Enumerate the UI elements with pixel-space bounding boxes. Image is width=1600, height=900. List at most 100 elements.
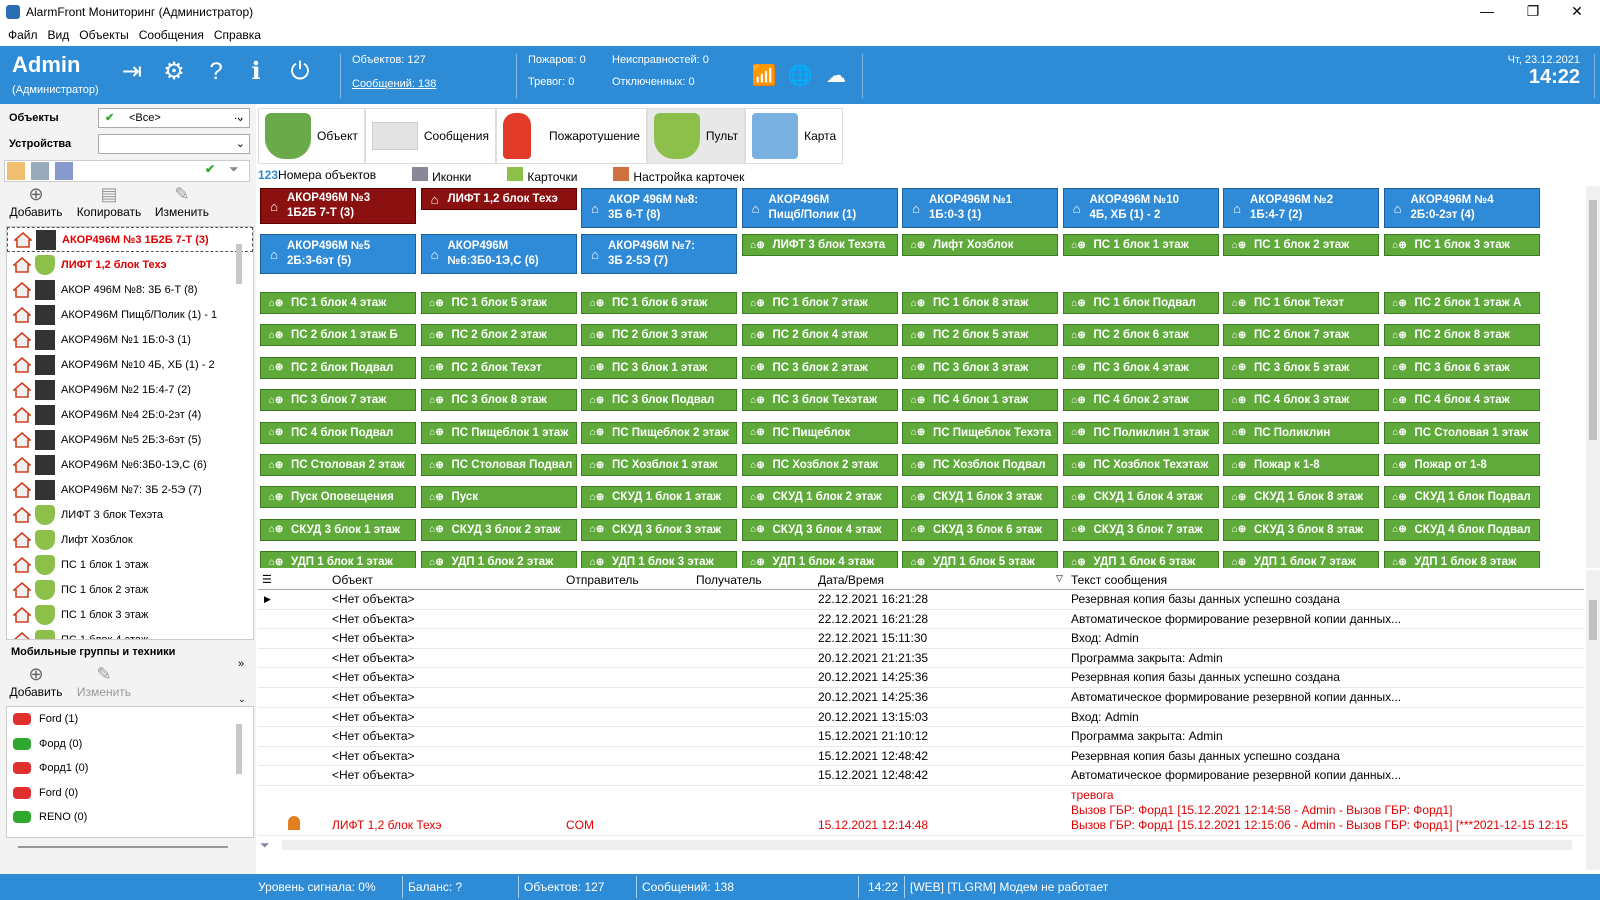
log-hscrollbar[interactable]: [282, 840, 1572, 850]
console-zone-button[interactable]: ⌂⊕ СКУД 4 блок Подвал: [1383, 518, 1540, 541]
console-zone-button[interactable]: ⌂⊕ ПС 1 блок Техэт: [1223, 292, 1379, 314]
messages-count-link[interactable]: Сообщений: 138: [352, 78, 437, 90]
console-zone-button[interactable]: ⌂⊕ ПС 3 блок 7 этаж: [260, 389, 416, 412]
console-zone-button[interactable]: ⌂⊕ ПС 1 блок 5 этаж: [420, 292, 577, 314]
console-zone-button[interactable]: ⌂⊕ ПС Хозблок Техэтаж: [1062, 454, 1219, 476]
log-scroll-thumb[interactable]: [1589, 600, 1597, 640]
console-zone-button[interactable]: ⌂⊕ ПС 2 блок 8 этаж: [1383, 324, 1540, 347]
tree-scrollbar[interactable]: [236, 244, 242, 284]
tree-item[interactable]: АКОР496М №7: 3Б 2-5Э (7): [7, 477, 253, 502]
console-zone-button[interactable]: ⌂⊕ ПС 2 блок Техэт: [420, 356, 577, 379]
filter-funnel-icon[interactable]: ⏷: [229, 162, 239, 176]
console-zone-button[interactable]: ⌂⊕ СКУД 3 блок 1 этаж: [260, 518, 416, 541]
console-zone-button[interactable]: ⌂⊕ УДП 1 блок 7 этаж: [1223, 551, 1379, 568]
log-scrollbar[interactable]: [1586, 570, 1600, 870]
log-row[interactable]: <Нет объекта> 22.12.2021 16:21:28 Автомати…: [258, 610, 1584, 630]
console-zone-button[interactable]: ⌂⊕ ПС 1 блок 8 этаж: [902, 292, 1058, 314]
info-icon[interactable]: ℹ: [251, 58, 261, 85]
console-object-button[interactable]: ⌂ АКОР496М №1 1Б:0-3 (1): [902, 188, 1058, 228]
vehicle-item[interactable]: Ford (0): [7, 781, 253, 806]
console-zone-button[interactable]: ⌂⊕ СКУД 1 блок 4 этаж: [1062, 486, 1219, 509]
console-zone-button[interactable]: ⌂⊕ Пуск Оповещения: [260, 486, 416, 509]
console-zone-button[interactable]: ⌂⊕ ПС 2 блок 7 этаж: [1223, 324, 1379, 347]
menu-view[interactable]: Вид: [47, 28, 70, 42]
tree-item[interactable]: АКОР496М №6:3Б0-1Э,С (6): [7, 452, 253, 477]
power-icon[interactable]: ⏻: [290, 58, 310, 85]
console-zone-button[interactable]: ⌂⊕ ПС 3 блок 5 этаж: [1223, 356, 1379, 379]
minimize-icon[interactable]: —: [1480, 3, 1494, 19]
edit-object-button[interactable]: ✎ Изменить: [152, 184, 212, 219]
console-zone-button[interactable]: ⌂⊕ УДП 1 блок 4 этаж: [741, 551, 898, 568]
console-zone-button[interactable]: ⌂⊕ ПС 2 блок 4 этаж: [741, 324, 898, 347]
console-zone-button[interactable]: ⌂⊕ УДП 1 блок 5 этаж: [902, 551, 1058, 568]
tree-item[interactable]: ЛИФТ 3 блок Техэта: [7, 502, 253, 527]
console-zone-button[interactable]: ⌂⊕ УДП 1 блок 3 этаж: [581, 551, 737, 568]
console-zone-button[interactable]: ⌂⊕ ПС 3 блок Техэтаж: [741, 389, 898, 412]
log-row[interactable]: <Нет объекта> 15.12.2021 12:48:42 Автомати…: [258, 766, 1584, 786]
console-zone-button[interactable]: ⌂⊕ ПС 2 блок 2 этаж: [420, 324, 577, 347]
tree-item[interactable]: АКОР496М №3 1Б2Б 7-Т (3): [7, 227, 253, 252]
tab-object[interactable]: Объект: [258, 108, 365, 164]
tree-item[interactable]: АКОР496М Пищб/Полик (1) - 1: [7, 302, 253, 327]
console-zone-button[interactable]: ⌂⊕ ПС 1 блок 1 этаж: [1062, 234, 1219, 256]
console-zone-button[interactable]: ⌂⊕ ПС Столовая 2 этаж: [260, 454, 416, 476]
console-zone-button[interactable]: ⌂⊕ ПС 3 блок 2 этаж: [741, 356, 898, 379]
tab-map[interactable]: Карта: [745, 108, 844, 164]
col-recipient[interactable]: Получатель: [696, 573, 762, 587]
console-object-button[interactable]: ⌂ АКОР496М Пищб/Полик (1): [741, 188, 898, 228]
gear-icon[interactable]: ⚙: [163, 58, 185, 85]
console-zone-button[interactable]: ⌂⊕ ПС 3 блок 1 этаж: [581, 356, 737, 379]
horizontal-scrollbar[interactable]: [18, 846, 228, 848]
log-row[interactable]: ▶ <Нет объекта> 22.12.2021 16:21:28 Резервн…: [258, 590, 1584, 610]
console-object-button[interactable]: ⌂ АКОР496М №6:3Б0-1Э,С (6): [420, 234, 577, 274]
console-zone-button[interactable]: ⌂⊕ СКУД 1 блок 3 этаж: [902, 486, 1058, 509]
console-zone-button[interactable]: ⌂⊕ ПС 2 блок 6 этаж: [1062, 324, 1219, 347]
expand-icon[interactable]: »: [238, 658, 245, 670]
console-zone-button[interactable]: ⌂⊕ СКУД 3 блок 6 этаж: [902, 518, 1058, 541]
console-zone-button[interactable]: ⌂⊕ УДП 1 блок 2 этаж: [420, 551, 577, 568]
console-object-button[interactable]: ⌂ АКОР496М №4 2Б:0-2эт (4): [1383, 188, 1540, 228]
console-object-button[interactable]: ⌂ АКОР496М №2 1Б:4-7 (2): [1223, 188, 1379, 228]
console-zone-button[interactable]: ⌂⊕ СКУД 3 блок 8 этаж: [1223, 518, 1379, 541]
console-zone-button[interactable]: ⌂⊕ ПС Хозблок 1 этаж: [581, 454, 737, 476]
console-zone-button[interactable]: ⌂⊕ ПС 2 блок 3 этаж: [581, 324, 737, 347]
console-zone-button[interactable]: ⌂⊕ ПС 4 блок 4 этаж: [1383, 389, 1540, 412]
console-zone-button[interactable]: ⌂⊕ ПС Хозблок 2 этаж: [741, 454, 898, 476]
log-row[interactable]: <Нет объекта> 22.12.2021 15:11:30 Вход: Ad…: [258, 629, 1584, 649]
grid-scroll-thumb[interactable]: [1589, 200, 1597, 440]
tree-item[interactable]: ПС 1 блок 4 этаж: [7, 627, 253, 639]
console-zone-button[interactable]: ⌂⊕ ПС Столовая Подвал: [420, 454, 577, 476]
tab-messages[interactable]: Сообщения: [364, 108, 497, 164]
columns-menu-icon[interactable]: ☰: [262, 574, 272, 586]
console-zone-button[interactable]: ⌂⊕ ПС 1 блок 6 этаж: [581, 292, 737, 314]
log-row-alarm[interactable]: ЛИФТ 1,2 блок Техэ COM 15.12.2021 12:14:48…: [258, 786, 1584, 836]
console-zone-button[interactable]: ⌂⊕ ПС Поликлин 1 этаж: [1062, 421, 1219, 444]
fire-filter-icon[interactable]: [7, 162, 25, 180]
more-button[interactable]: ...: [234, 110, 244, 122]
console-zone-button[interactable]: ⌂⊕ ПС 3 блок 4 этаж: [1062, 356, 1219, 379]
close-icon[interactable]: ✕: [1571, 3, 1583, 19]
edit-vehicle-button[interactable]: ✎ Изменить: [74, 664, 134, 699]
log-row[interactable]: <Нет объекта> 15.12.2021 12:48:42 Резервна…: [258, 747, 1584, 767]
console-zone-button[interactable]: ⌂⊕ ПС 1 блок 4 этаж: [260, 292, 416, 314]
copy-object-button[interactable]: ▤ Копировать: [74, 184, 144, 219]
console-zone-button[interactable]: ⌂⊕ ПС Хозблок Подвал: [902, 454, 1058, 476]
menu-objects[interactable]: Объекты: [79, 28, 129, 42]
apply-check-icon[interactable]: ✔: [205, 162, 216, 176]
vehicles-scrollbar[interactable]: [236, 724, 242, 774]
log-row[interactable]: <Нет объекта> 20.12.2021 13:15:03 Вход: Ad…: [258, 708, 1584, 728]
tab-fire-suppression[interactable]: Пожаротушение: [496, 108, 647, 164]
help-icon[interactable]: ?: [209, 58, 223, 85]
log-row[interactable]: <Нет объекта> 15.12.2021 21:10:12 Программ…: [258, 727, 1584, 747]
console-zone-button[interactable]: ⌂⊕ ПС 2 блок Подвал: [260, 356, 416, 379]
tree-item[interactable]: АКОР 496М №8: 3Б 6-Т (8): [7, 277, 253, 302]
console-zone-button[interactable]: ⌂⊕ ПС 3 блок 6 этаж: [1383, 356, 1540, 379]
console-zone-button[interactable]: ⌂⊕ СКУД 1 блок 1 этаж: [581, 486, 737, 509]
device-filter-icon[interactable]: [31, 162, 49, 180]
console-zone-button[interactable]: ⌂⊕ ПС Пищеблок 1 этаж: [420, 421, 577, 444]
subtab-card-settings[interactable]: Настройка карточек: [613, 166, 762, 184]
console-zone-button[interactable]: ⌂⊕ ПС 1 блок 7 этаж: [741, 292, 898, 314]
objects-filter-combo[interactable]: ✔ <Все> ⌄: [98, 108, 250, 128]
console-zone-button[interactable]: ⌂⊕ ПС 3 блок 8 этаж: [420, 389, 577, 412]
console-object-button[interactable]: ⌂ АКОР 496М №8: 3Б 6-Т (8): [581, 188, 737, 228]
